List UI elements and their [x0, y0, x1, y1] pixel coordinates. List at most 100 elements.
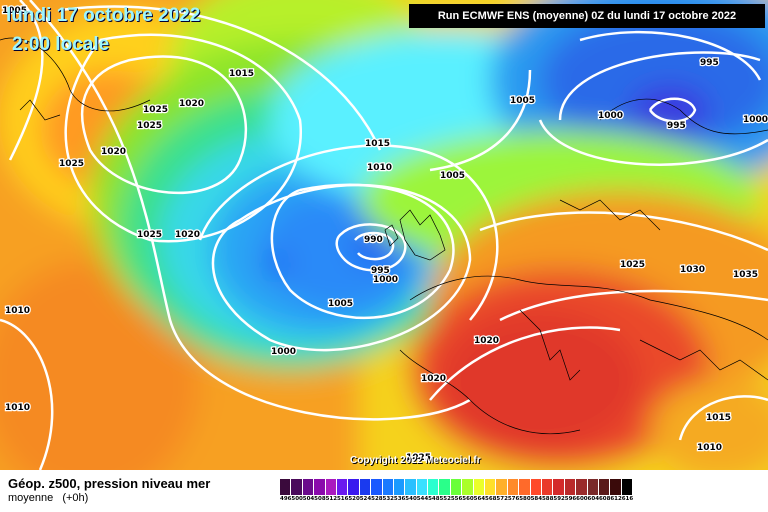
scale-value: 520: [348, 496, 360, 502]
isobar-label: 1010: [367, 163, 392, 173]
scale-value: 496: [280, 496, 292, 502]
isobar-label: 1020: [421, 374, 446, 384]
scale-value: 548: [428, 496, 440, 502]
isobar-label: 1015: [229, 69, 254, 79]
scale-swatch: [325, 479, 337, 495]
isobar-label: 1025: [137, 121, 162, 131]
scale-value: 584: [530, 496, 543, 502]
scale-swatch: [564, 479, 577, 495]
scale-swatch: [371, 479, 383, 495]
copyright-notice: Copyright 2022 Meteociel.fr: [350, 455, 481, 466]
scale-value: 612: [610, 496, 622, 502]
scale-value: 596: [564, 496, 577, 502]
isobar-label: 1010: [697, 443, 722, 453]
scale-swatch: [314, 479, 326, 495]
scale-swatch: [439, 479, 451, 495]
coastlines: [0, 37, 768, 435]
isobar-label: 1015: [365, 139, 390, 149]
scale-value: 524: [359, 496, 372, 502]
isobar-label: 1020: [101, 147, 126, 157]
scale-swatch: [416, 479, 429, 495]
isobar-label: 1010: [5, 306, 30, 316]
scale-value: 600: [576, 496, 588, 502]
scale-value: 616: [621, 496, 634, 502]
scale-value: 508: [314, 496, 326, 502]
legend-subtitle: moyenne (+0h): [8, 492, 88, 504]
scale-swatch: [291, 479, 303, 495]
time-title: 2:00 locale: [12, 34, 110, 55]
isobar-label: 1035: [733, 270, 758, 280]
scale-value: 536: [393, 496, 406, 502]
isobars: [0, 0, 768, 470]
scale-swatch: [405, 479, 417, 495]
scale-value: 592: [553, 496, 565, 502]
color-scale-values: 496 500 504 508 512 516 520 524 528 532 536 540 544 5…: [280, 496, 633, 502]
scale-swatch: [336, 479, 349, 495]
scale-swatch: [610, 479, 622, 495]
isobar-label: 1015: [706, 413, 731, 423]
scale-value: 512: [325, 496, 338, 502]
isobar-label: 1030: [680, 265, 705, 275]
isobar-label: 1005: [510, 96, 535, 106]
scale-value: 500: [291, 496, 303, 502]
scale-swatch: [382, 479, 394, 495]
scale-value: 540: [405, 496, 417, 502]
legend-title: Géop. z500, pression niveau mer: [8, 476, 211, 491]
isobar-label: 995: [371, 266, 390, 276]
isobar-label: 1000: [373, 275, 398, 285]
scale-value: 576: [507, 496, 520, 502]
isobar-label: 995: [700, 58, 719, 68]
isobar-label: 1020: [179, 99, 204, 109]
isobar-label: 1025: [620, 260, 645, 270]
scale-value: 516: [336, 496, 349, 502]
scale-value: 560: [462, 496, 474, 502]
isobar-label: 1025: [406, 453, 431, 463]
scale-value: 568: [485, 496, 497, 502]
isobar-label: 1025: [137, 230, 162, 240]
scale-swatch: [450, 479, 463, 495]
isobar-label: 1010: [5, 403, 30, 413]
scale-swatch: [576, 479, 588, 495]
isobar-label: 1005: [440, 171, 465, 181]
scale-swatch: [598, 479, 611, 495]
scale-swatch: [553, 479, 565, 495]
scale-value: 552: [439, 496, 451, 502]
scale-swatch: [621, 479, 634, 495]
pressure-labels: 1005 1015 1020 1025 1025 1020 1025 1015 1010 1005…: [1, 5, 768, 465]
isobar-label: 1005: [328, 299, 353, 309]
scale-swatch: [428, 479, 440, 495]
date-title: lundi 17 octobre 2022: [6, 5, 201, 26]
scale-swatch: [485, 479, 497, 495]
scale-swatch: [473, 479, 486, 495]
isobar-label: 1020: [175, 230, 200, 240]
scale-value: 608: [598, 496, 611, 502]
legend-panel: Géop. z500, pression niveau mer moyenne …: [0, 470, 768, 512]
color-scale-swatches: [280, 479, 634, 495]
legend-hour-label: (+0h): [62, 492, 89, 504]
scale-value: 532: [382, 496, 394, 502]
isobar-label: 1025: [59, 159, 84, 169]
run-info: Run ECMWF ENS (moyenne) 0Z du lundi 17 o…: [409, 4, 765, 28]
isobar-label: 1005: [2, 6, 27, 16]
isobar-label: 1025: [143, 105, 168, 115]
scale-value: 556: [450, 496, 463, 502]
isobar-label: 990: [364, 235, 383, 245]
color-scale: 496 500 504 508 512 516 520 524 528 532 536 540 544 5…: [280, 479, 633, 502]
scale-swatch: [507, 479, 520, 495]
scale-swatch: [393, 479, 406, 495]
scale-value: 564: [473, 496, 486, 502]
isobar-label: 995: [667, 121, 686, 131]
scale-value: 588: [541, 496, 554, 502]
scale-swatch: [587, 479, 599, 495]
scale-swatch: [280, 479, 292, 495]
scale-value: 572: [496, 496, 508, 502]
scale-value: 604: [587, 496, 600, 502]
scale-swatch: [496, 479, 508, 495]
isobar-label: 1000: [598, 111, 623, 121]
scale-swatch: [519, 479, 531, 495]
scale-swatch: [541, 479, 554, 495]
legend-mean-label: moyenne: [8, 492, 54, 504]
